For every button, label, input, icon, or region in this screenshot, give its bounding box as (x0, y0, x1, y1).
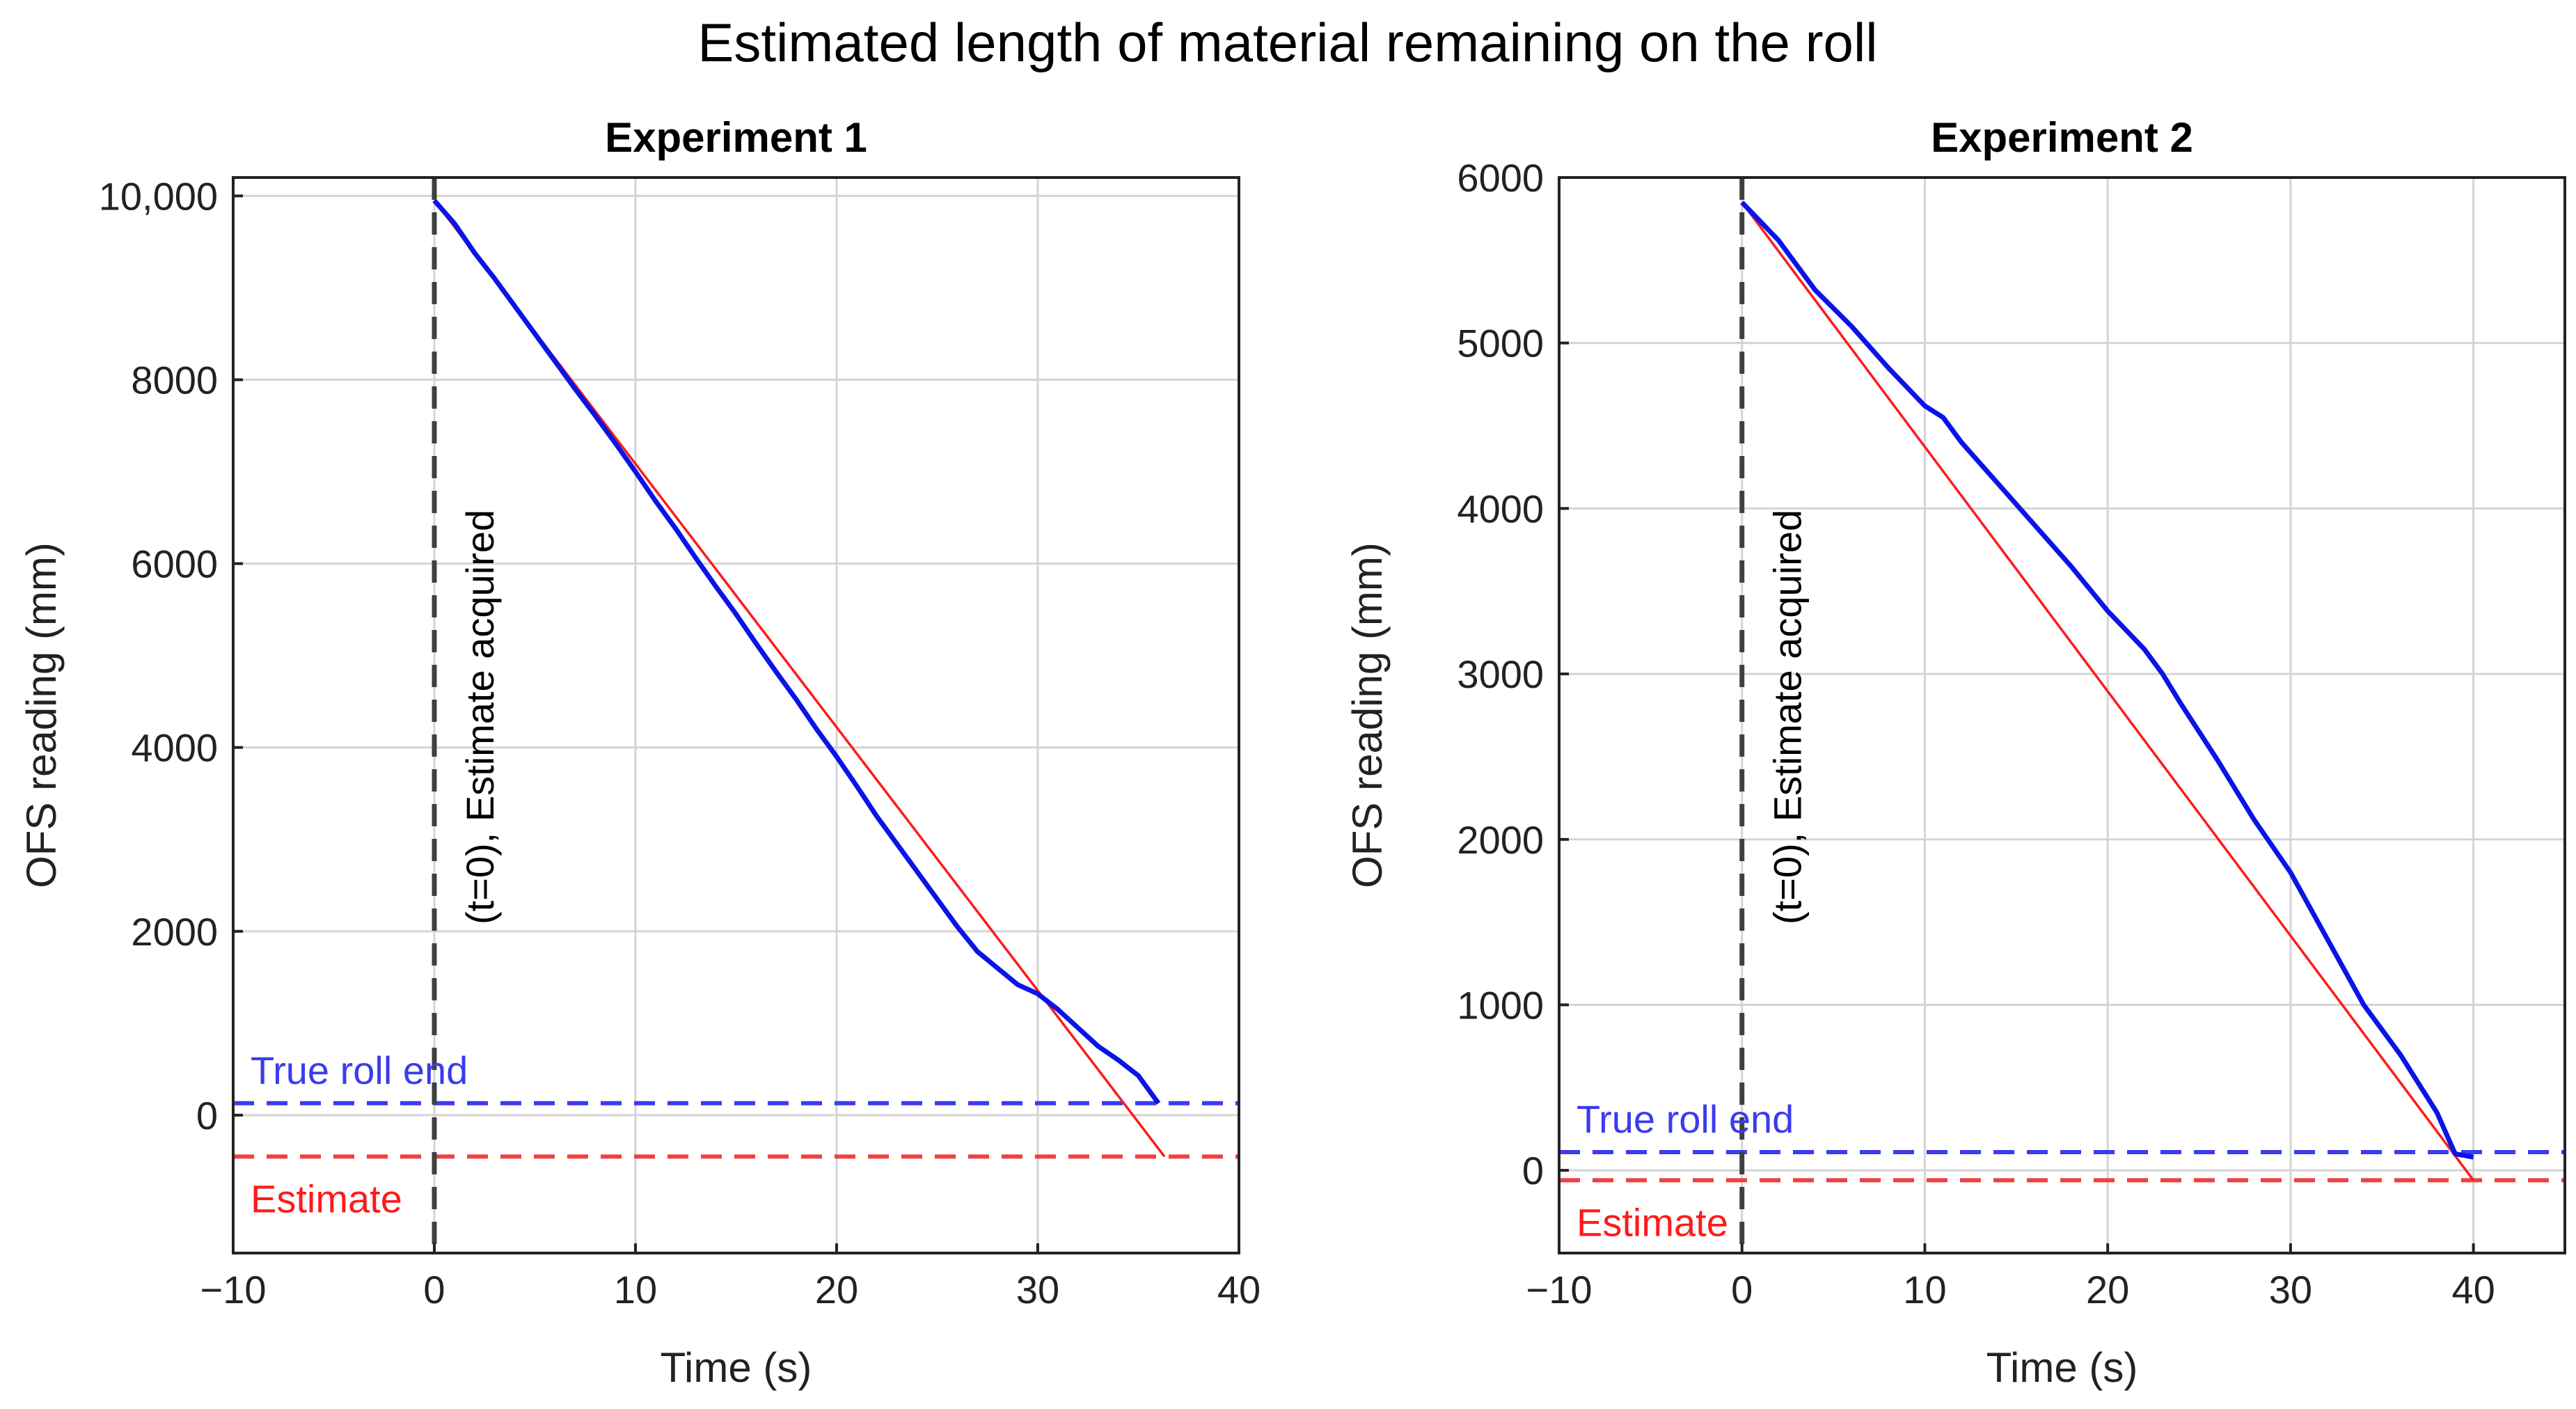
exp2-estimate-acquired-label: (t=0), Estimate acquired (1766, 510, 1810, 924)
exp1-x-tick-label: −10 (200, 1268, 267, 1312)
exp2-y-tick-label: 2000 (1457, 818, 1544, 862)
exp2-y-tick-label: 5000 (1457, 322, 1544, 365)
exp2-x-tick-label: 30 (2269, 1268, 2312, 1312)
exp2-x-tick-label: 0 (1731, 1268, 1753, 1312)
exp2-estimate-label: Estimate (1577, 1200, 1728, 1244)
exp2-ofs-reading-series (1740, 200, 2474, 1160)
exp2-x-tick-label: 40 (2451, 1268, 2495, 1312)
exp1-y-tick-label: 6000 (131, 542, 218, 586)
exp2-y-tick-label: 4000 (1457, 487, 1544, 530)
exp2-y-tick-label: 0 (1522, 1149, 1544, 1192)
exp1-x-tick-label: 20 (815, 1268, 858, 1312)
exp1-y-tick-label: 2000 (131, 910, 218, 954)
experiment-2-panel: −10 0 10 20 30 40 0 1000 2000 3000 4000 5000 6000 Exp… (1344, 114, 2566, 1391)
exp2-plot-frame (1558, 176, 2566, 1254)
exp1-y-tick-label: 8000 (131, 359, 218, 402)
exp1-ofs-reading-series (432, 198, 1161, 1105)
exp2-y-tick-label: 6000 (1457, 156, 1544, 200)
exp1-plot-frame (232, 176, 1240, 1254)
exp2-x-tick-label: 20 (2086, 1268, 2129, 1312)
exp1-x-tick-label: 30 (1016, 1268, 1059, 1312)
exp1-panel-title: Experiment 1 (605, 114, 867, 161)
exp1-estimate-label: Estimate (251, 1176, 402, 1220)
exp1-y-tick-label: 10,000 (99, 174, 218, 218)
exp2-x-tick-label: 10 (1903, 1268, 1946, 1312)
exp2-estimate-trajectory (1741, 201, 2475, 1181)
exp2-x-tick-label: −10 (1526, 1268, 1593, 1312)
exp2-panel-title: Experiment 2 (1931, 114, 2193, 161)
exp2-y-axis-label: OFS reading (mm) (1344, 542, 1391, 888)
exp1-true-roll-end-label: True roll end (251, 1048, 468, 1092)
exp1-x-axis-label: Time (s) (661, 1344, 812, 1391)
figure-title: Estimated length of material remaining o… (697, 12, 1877, 73)
exp1-estimate-acquired-label: (t=0), Estimate acquired (458, 510, 502, 924)
exp2-true-roll-end-label: True roll end (1577, 1097, 1794, 1141)
exp1-x-tick-label: 40 (1217, 1268, 1261, 1312)
exp1-x-tick-label: 10 (614, 1268, 657, 1312)
exp1-x-tick-label: 0 (423, 1268, 445, 1312)
exp2-y-tick-label: 1000 (1457, 983, 1544, 1027)
experiment-1-panel: −10 0 10 20 30 40 0 2000 4000 6000 8000 10,000 Exper… (18, 114, 1261, 1391)
exp1-y-tick-label: 0 (196, 1094, 218, 1138)
exp1-y-axis-label: OFS reading (mm) (18, 542, 65, 888)
exp1-y-tick-label: 4000 (131, 726, 218, 770)
exp2-x-axis-label: Time (s) (1986, 1344, 2138, 1391)
exp2-y-tick-label: 3000 (1457, 652, 1544, 696)
